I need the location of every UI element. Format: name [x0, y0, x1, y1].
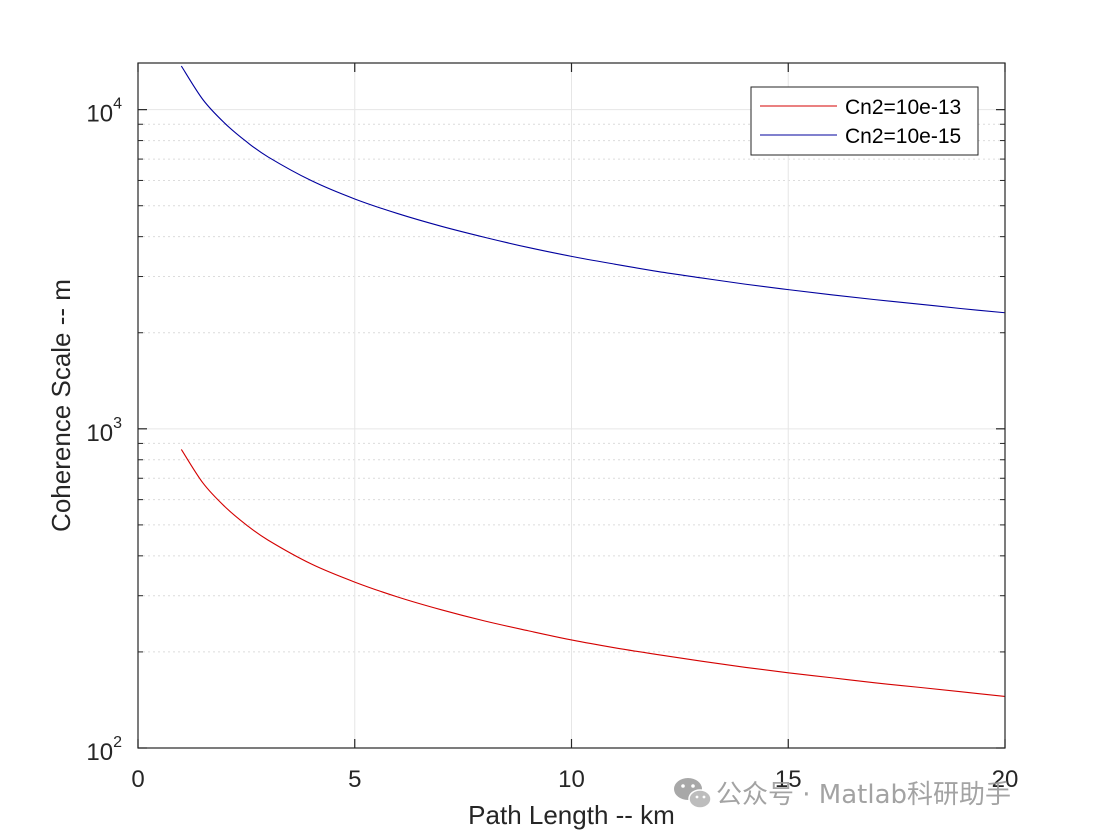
wechat-icon [674, 778, 712, 809]
x-tick-label: 20 [992, 766, 1019, 793]
series-layer [180, 65, 1005, 698]
watermark-text: 公众号 · Matlab科研助手 [716, 780, 1011, 810]
x-tick-label: 15 [775, 766, 802, 793]
x-tick-label: 5 [348, 766, 361, 793]
y-axis-label: Coherence Scale -- m [46, 279, 76, 532]
y-tick-label: 102 [86, 734, 122, 766]
x-tick-labels: 0 5 10 15 20 [131, 766, 1018, 793]
x-axis-label: Path Length -- km [468, 800, 675, 830]
y-tick-exponent: 2 [113, 734, 122, 751]
x-tick-label: 0 [131, 766, 144, 793]
y-tick-label: 104 [86, 96, 122, 128]
legend-box [750, 86, 979, 156]
series-line-1 [180, 65, 1005, 314]
x-tick-label: 10 [558, 766, 585, 793]
y-tick-base: 10 [86, 101, 113, 128]
watermark: 公众号 · Matlab科研助手 [674, 778, 1011, 810]
y-tick-base: 10 [86, 739, 113, 766]
y-tick-exponent: 3 [113, 415, 122, 432]
plot-area [137, 62, 1006, 749]
legend-label-0: Cn2=10e-13 [845, 96, 961, 119]
series-line-0 [180, 449, 1005, 698]
y-tick-exponent: 4 [113, 96, 122, 113]
legend-label-1: Cn2=10e-15 [845, 125, 961, 148]
legend: Cn2=10e-13 Cn2=10e-15 [750, 86, 979, 156]
y-tick-label: 103 [86, 415, 122, 447]
y-tick-base: 10 [86, 420, 113, 447]
tick-marks [137, 63, 1006, 749]
